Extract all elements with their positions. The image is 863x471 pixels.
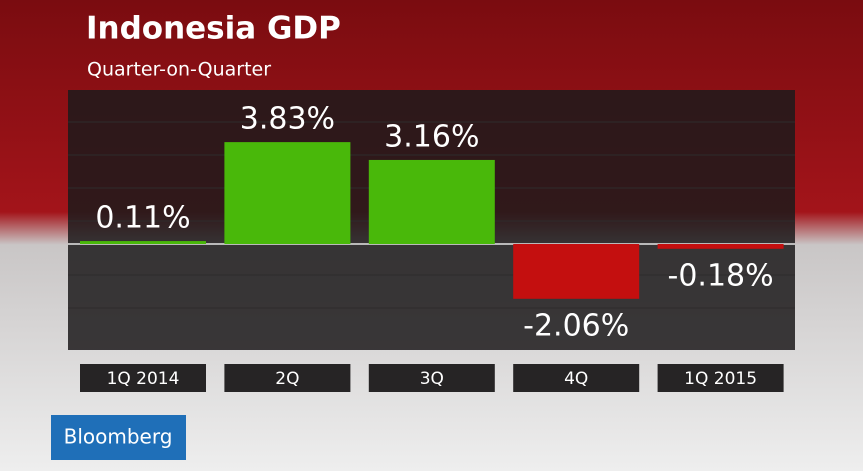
value-label: 0.11% (95, 201, 190, 236)
bar (513, 244, 640, 299)
x-tick-label: 1Q 2014 (107, 369, 180, 389)
logo-box (51, 415, 186, 460)
value-label: -0.18% (668, 258, 774, 293)
category-box (657, 364, 784, 392)
value-label: 3.16% (384, 119, 479, 154)
category-box (368, 364, 495, 392)
chart-title: Indonesia GDP (86, 11, 341, 47)
category-box (224, 364, 351, 392)
bar (80, 241, 206, 244)
x-tick-label: 1Q 2015 (684, 369, 757, 389)
x-tick-label: 4Q (564, 369, 588, 389)
value-label: -2.06% (523, 308, 629, 343)
category-box (513, 364, 640, 392)
bar (657, 244, 784, 249)
value-label: 3.83% (240, 102, 335, 137)
category-box (80, 364, 206, 392)
x-tick-label: 2Q (275, 369, 299, 389)
logo: Bloomberg (64, 425, 173, 449)
chart-subtitle: Quarter-on-Quarter (87, 59, 271, 81)
bar (224, 142, 351, 244)
x-tick-label: 3Q (420, 369, 444, 389)
bar (368, 159, 495, 244)
